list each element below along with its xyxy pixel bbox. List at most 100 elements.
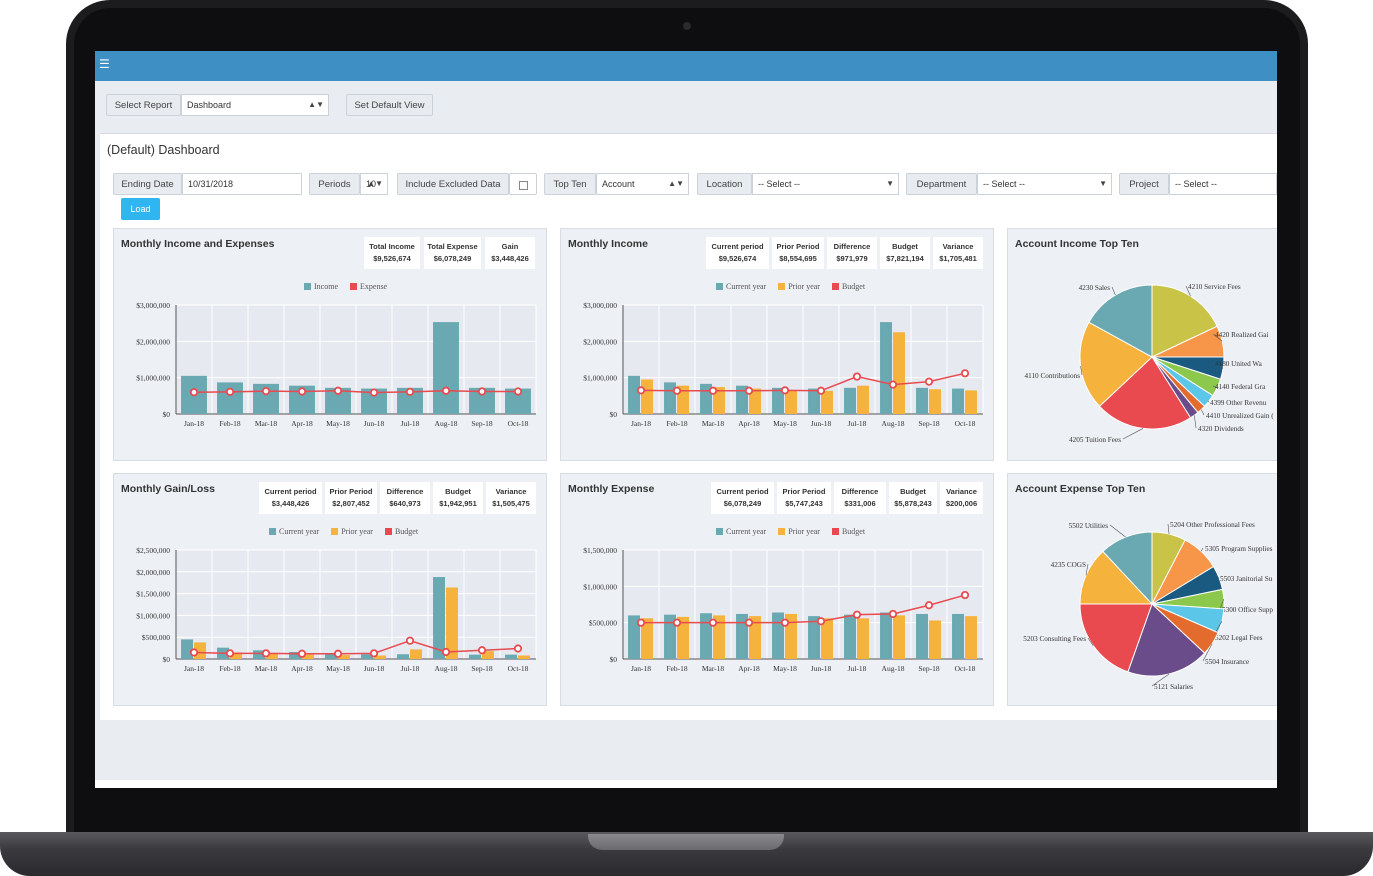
legend-item[interactable]: Prior year bbox=[778, 527, 820, 536]
chart-legend: Current year Prior year Budget bbox=[264, 527, 423, 537]
include-excluded-checkbox[interactable] bbox=[509, 173, 537, 195]
legend-label: Expense bbox=[360, 282, 388, 291]
stat-total-expense: Total Expense $6,078,249 bbox=[424, 237, 481, 269]
bar bbox=[952, 613, 964, 659]
y-tick-label: $2,500,000 bbox=[136, 546, 170, 555]
legend-label: Budget bbox=[841, 527, 866, 536]
pie-label: 5300 Office Supp bbox=[1222, 606, 1273, 614]
x-tick-label: Jun-18 bbox=[364, 664, 385, 673]
ending-date-input[interactable]: 10/31/2018 bbox=[182, 173, 302, 195]
stat-difference: Difference $640,973 bbox=[380, 482, 430, 514]
stat-budget: Budget $7,821,194 bbox=[880, 237, 930, 269]
line-point bbox=[924, 377, 934, 386]
stat-current-period: Current period $9,526,674 bbox=[706, 237, 769, 269]
pie-leader-line bbox=[1212, 385, 1218, 388]
bar bbox=[289, 652, 301, 659]
chart-monthly-expense: $0 $500,000 $1,000,000 $1,500,000 Jan-18 Feb-… bbox=[583, 546, 984, 673]
pie-leader-line bbox=[1185, 285, 1191, 297]
legend-label: Prior year bbox=[788, 527, 820, 536]
pie-slice bbox=[1102, 531, 1153, 606]
legend-item[interactable]: Current year bbox=[716, 527, 766, 536]
bar bbox=[469, 654, 481, 659]
bar bbox=[844, 387, 856, 414]
bar bbox=[641, 618, 653, 659]
pie-leader-line bbox=[1111, 286, 1116, 296]
stat-label: Current period bbox=[264, 487, 317, 496]
line-point bbox=[852, 610, 862, 619]
stat-value: $640,973 bbox=[389, 499, 421, 508]
bar bbox=[433, 322, 459, 414]
bar bbox=[518, 655, 530, 659]
stat-label: Budget bbox=[900, 487, 926, 496]
stat-label: Prior Period bbox=[776, 242, 820, 251]
legend-item[interactable]: Budget bbox=[831, 527, 866, 536]
project-select[interactable]: -- Select -- bbox=[1169, 173, 1277, 195]
pie-leader-line bbox=[1167, 523, 1170, 535]
legend-item[interactable]: Income bbox=[304, 282, 338, 291]
load-button[interactable]: Load bbox=[121, 198, 160, 220]
department-select[interactable]: -- Select -- ▼ bbox=[977, 173, 1112, 195]
report-select[interactable]: Dashboard ▲▼ bbox=[181, 94, 329, 116]
legend-label: Current year bbox=[279, 527, 320, 536]
line-point bbox=[513, 387, 523, 396]
line-point bbox=[261, 649, 271, 658]
x-tick-label: Aug-18 bbox=[882, 664, 905, 673]
pie-label: 5121 Salaries bbox=[1154, 683, 1193, 691]
periods-select[interactable]: 10 ▲▼ bbox=[360, 173, 388, 195]
location-value: -- Select -- bbox=[758, 179, 801, 189]
top-ten-select[interactable]: Account ▲▼ bbox=[596, 173, 689, 195]
bar bbox=[880, 322, 892, 414]
legend-label: Income bbox=[314, 282, 338, 291]
top-nav-bar: ☰ bbox=[95, 51, 1277, 81]
location-select[interactable]: -- Select -- ▼ bbox=[752, 173, 899, 195]
legend-item[interactable]: Prior year bbox=[778, 282, 820, 291]
legend-item[interactable]: Expense bbox=[350, 282, 387, 291]
legend-item[interactable]: Budget bbox=[384, 527, 418, 536]
laptop-notch bbox=[588, 834, 784, 850]
legend-swatch bbox=[831, 528, 839, 535]
line-point bbox=[744, 618, 754, 627]
pie-label: 5202 Legal Fees bbox=[1215, 634, 1263, 642]
legend-item[interactable]: Current year bbox=[716, 282, 766, 291]
page-title: (Default) Dashboard bbox=[107, 143, 220, 157]
y-tick-label: $1,000,000 bbox=[136, 374, 170, 383]
panel-title: Monthly Gain/Loss bbox=[121, 483, 215, 495]
x-tick-label: Mar-18 bbox=[702, 419, 725, 428]
bar bbox=[338, 655, 350, 659]
pie-leader-line bbox=[1122, 428, 1144, 440]
y-tick-label: $0 bbox=[163, 655, 171, 664]
stat-variance: Variance $1,705,481 bbox=[933, 237, 983, 269]
x-tick-label: May-18 bbox=[773, 664, 797, 673]
pie-slice bbox=[1151, 284, 1218, 358]
y-tick-label: $0 bbox=[610, 410, 618, 419]
legend-item[interactable]: Budget bbox=[831, 282, 865, 291]
legend-item[interactable]: Current year bbox=[269, 527, 319, 536]
x-tick-label: Feb-18 bbox=[219, 664, 240, 673]
x-tick-label: Aug-18 bbox=[882, 419, 905, 428]
bar bbox=[181, 639, 193, 659]
stat-label: Variance bbox=[946, 487, 977, 496]
menu-icon[interactable]: ☰ bbox=[99, 57, 110, 71]
legend-item[interactable]: Prior year bbox=[331, 527, 373, 536]
stat-value: $6,078,249 bbox=[723, 499, 762, 508]
x-tick-label: Jan-18 bbox=[184, 419, 204, 428]
line-point bbox=[333, 386, 343, 395]
app-screen: ☰ Select Report Dashboard ▲▼ Set Default … bbox=[95, 51, 1277, 788]
y-tick-label: $3,000,000 bbox=[583, 301, 617, 310]
stat-prior-period: Prior Period $5,747,243 bbox=[777, 482, 831, 514]
pie-leader-line bbox=[1080, 365, 1083, 376]
bar bbox=[713, 615, 725, 659]
pie-label: 5305 Program Supplies bbox=[1205, 545, 1273, 553]
pie-label: 4420 Realized Gai bbox=[1215, 331, 1269, 339]
series-line bbox=[640, 372, 966, 392]
chart-legend: Current year Prior year Budget bbox=[711, 282, 870, 292]
set-default-view-button[interactable]: Set Default View bbox=[346, 94, 433, 116]
panel-title: Monthly Income and Expenses bbox=[121, 238, 275, 250]
bar bbox=[965, 616, 977, 659]
line-point bbox=[261, 387, 271, 396]
pie-label: 5504 Insurance bbox=[1205, 658, 1249, 666]
pie-leader-line bbox=[1200, 547, 1204, 552]
x-tick-label: Sep-18 bbox=[918, 664, 939, 673]
stat-budget: Budget $5,878,243 bbox=[889, 482, 937, 514]
bar bbox=[266, 653, 278, 659]
